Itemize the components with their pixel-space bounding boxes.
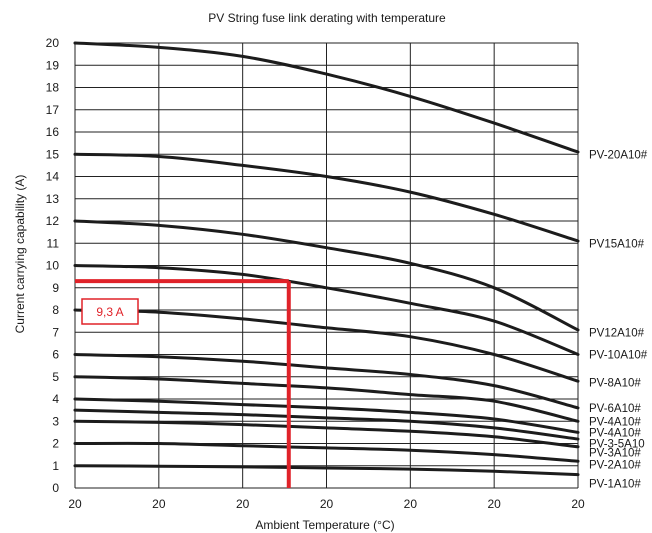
y-tick-label: 14 xyxy=(46,170,60,184)
series-label: PV-4A10# xyxy=(589,427,641,439)
series-label: PV-8A10# xyxy=(589,377,641,389)
series-line xyxy=(73,152,580,243)
y-tick-label: 17 xyxy=(46,103,60,117)
series-line xyxy=(73,419,580,449)
y-tick-label: 4 xyxy=(52,392,59,406)
series-label: PV-10A10# xyxy=(589,350,648,362)
series-line xyxy=(73,219,580,332)
series-label: PV12A10# xyxy=(589,327,645,339)
x-tick-label: 20 xyxy=(487,497,501,511)
series-line xyxy=(73,441,580,463)
series-layer xyxy=(73,41,580,477)
x-tick-label: 20 xyxy=(404,497,418,511)
y-tick-label: 3 xyxy=(52,414,59,428)
series-line xyxy=(73,308,580,383)
y-tick-label: 8 xyxy=(52,303,59,317)
x-tick-label: 20 xyxy=(152,497,166,511)
x-tick-label: 20 xyxy=(571,497,585,511)
y-tick-label: 10 xyxy=(46,259,60,273)
annotation-box xyxy=(81,298,139,325)
annotation-layer: 9,3 A xyxy=(75,279,291,488)
y-tick-label: 7 xyxy=(52,325,59,339)
y-tick-label: 19 xyxy=(46,58,60,72)
y-tick-label: 16 xyxy=(46,125,60,139)
series-label: PV-6A10# xyxy=(589,403,641,415)
series-line xyxy=(73,353,580,410)
x-tick-label: 20 xyxy=(68,497,82,511)
y-tick-label: 0 xyxy=(52,481,59,495)
y-tick-label: 6 xyxy=(52,348,59,362)
series-line xyxy=(73,397,580,434)
y-tick-label: 1 xyxy=(52,459,59,473)
series-line xyxy=(73,375,580,423)
chart-title: PV String fuse link derating with temper… xyxy=(208,11,446,25)
y-tick-label: 2 xyxy=(52,437,59,451)
y-tick-label: 13 xyxy=(46,192,60,206)
series-line xyxy=(73,41,580,154)
y-tick-label: 15 xyxy=(46,147,60,161)
series-labels: PV-20A10# PV15A10# PV12A10# PV-10A10# PV-8A1… xyxy=(589,149,648,490)
y-tick-label: 18 xyxy=(46,81,60,95)
series-line xyxy=(73,464,580,477)
x-tick-label: 20 xyxy=(236,497,250,511)
y-tick-label: 20 xyxy=(46,36,60,50)
x-tick-label: 20 xyxy=(320,497,334,511)
y-tick-label: 5 xyxy=(52,370,59,384)
series-line xyxy=(73,408,580,441)
series-label: PV15A10# xyxy=(589,238,645,250)
series-label: PV-4A10# xyxy=(589,416,641,428)
x-axis-label: Ambient Temperature (°C) xyxy=(255,518,394,532)
series-label: PV-2A10# xyxy=(589,460,641,472)
series-label: PV-1A10# xyxy=(589,479,641,491)
x-tick-labels: 20 20 20 20 20 20 20 xyxy=(68,497,585,511)
y-tick-label: 12 xyxy=(46,214,60,228)
series-label: PV-3-5A10 xyxy=(589,439,645,451)
annotation-label: 9,3 A xyxy=(96,305,123,319)
y-tick-label: 9 xyxy=(52,281,59,295)
series-label: PV-3A10# xyxy=(589,447,641,459)
y-axis-label: Current carrying capability (A) xyxy=(13,175,27,334)
series-label: PV-20A10# xyxy=(589,149,648,161)
series-line xyxy=(73,264,580,356)
y-tick-label: 11 xyxy=(47,236,60,250)
